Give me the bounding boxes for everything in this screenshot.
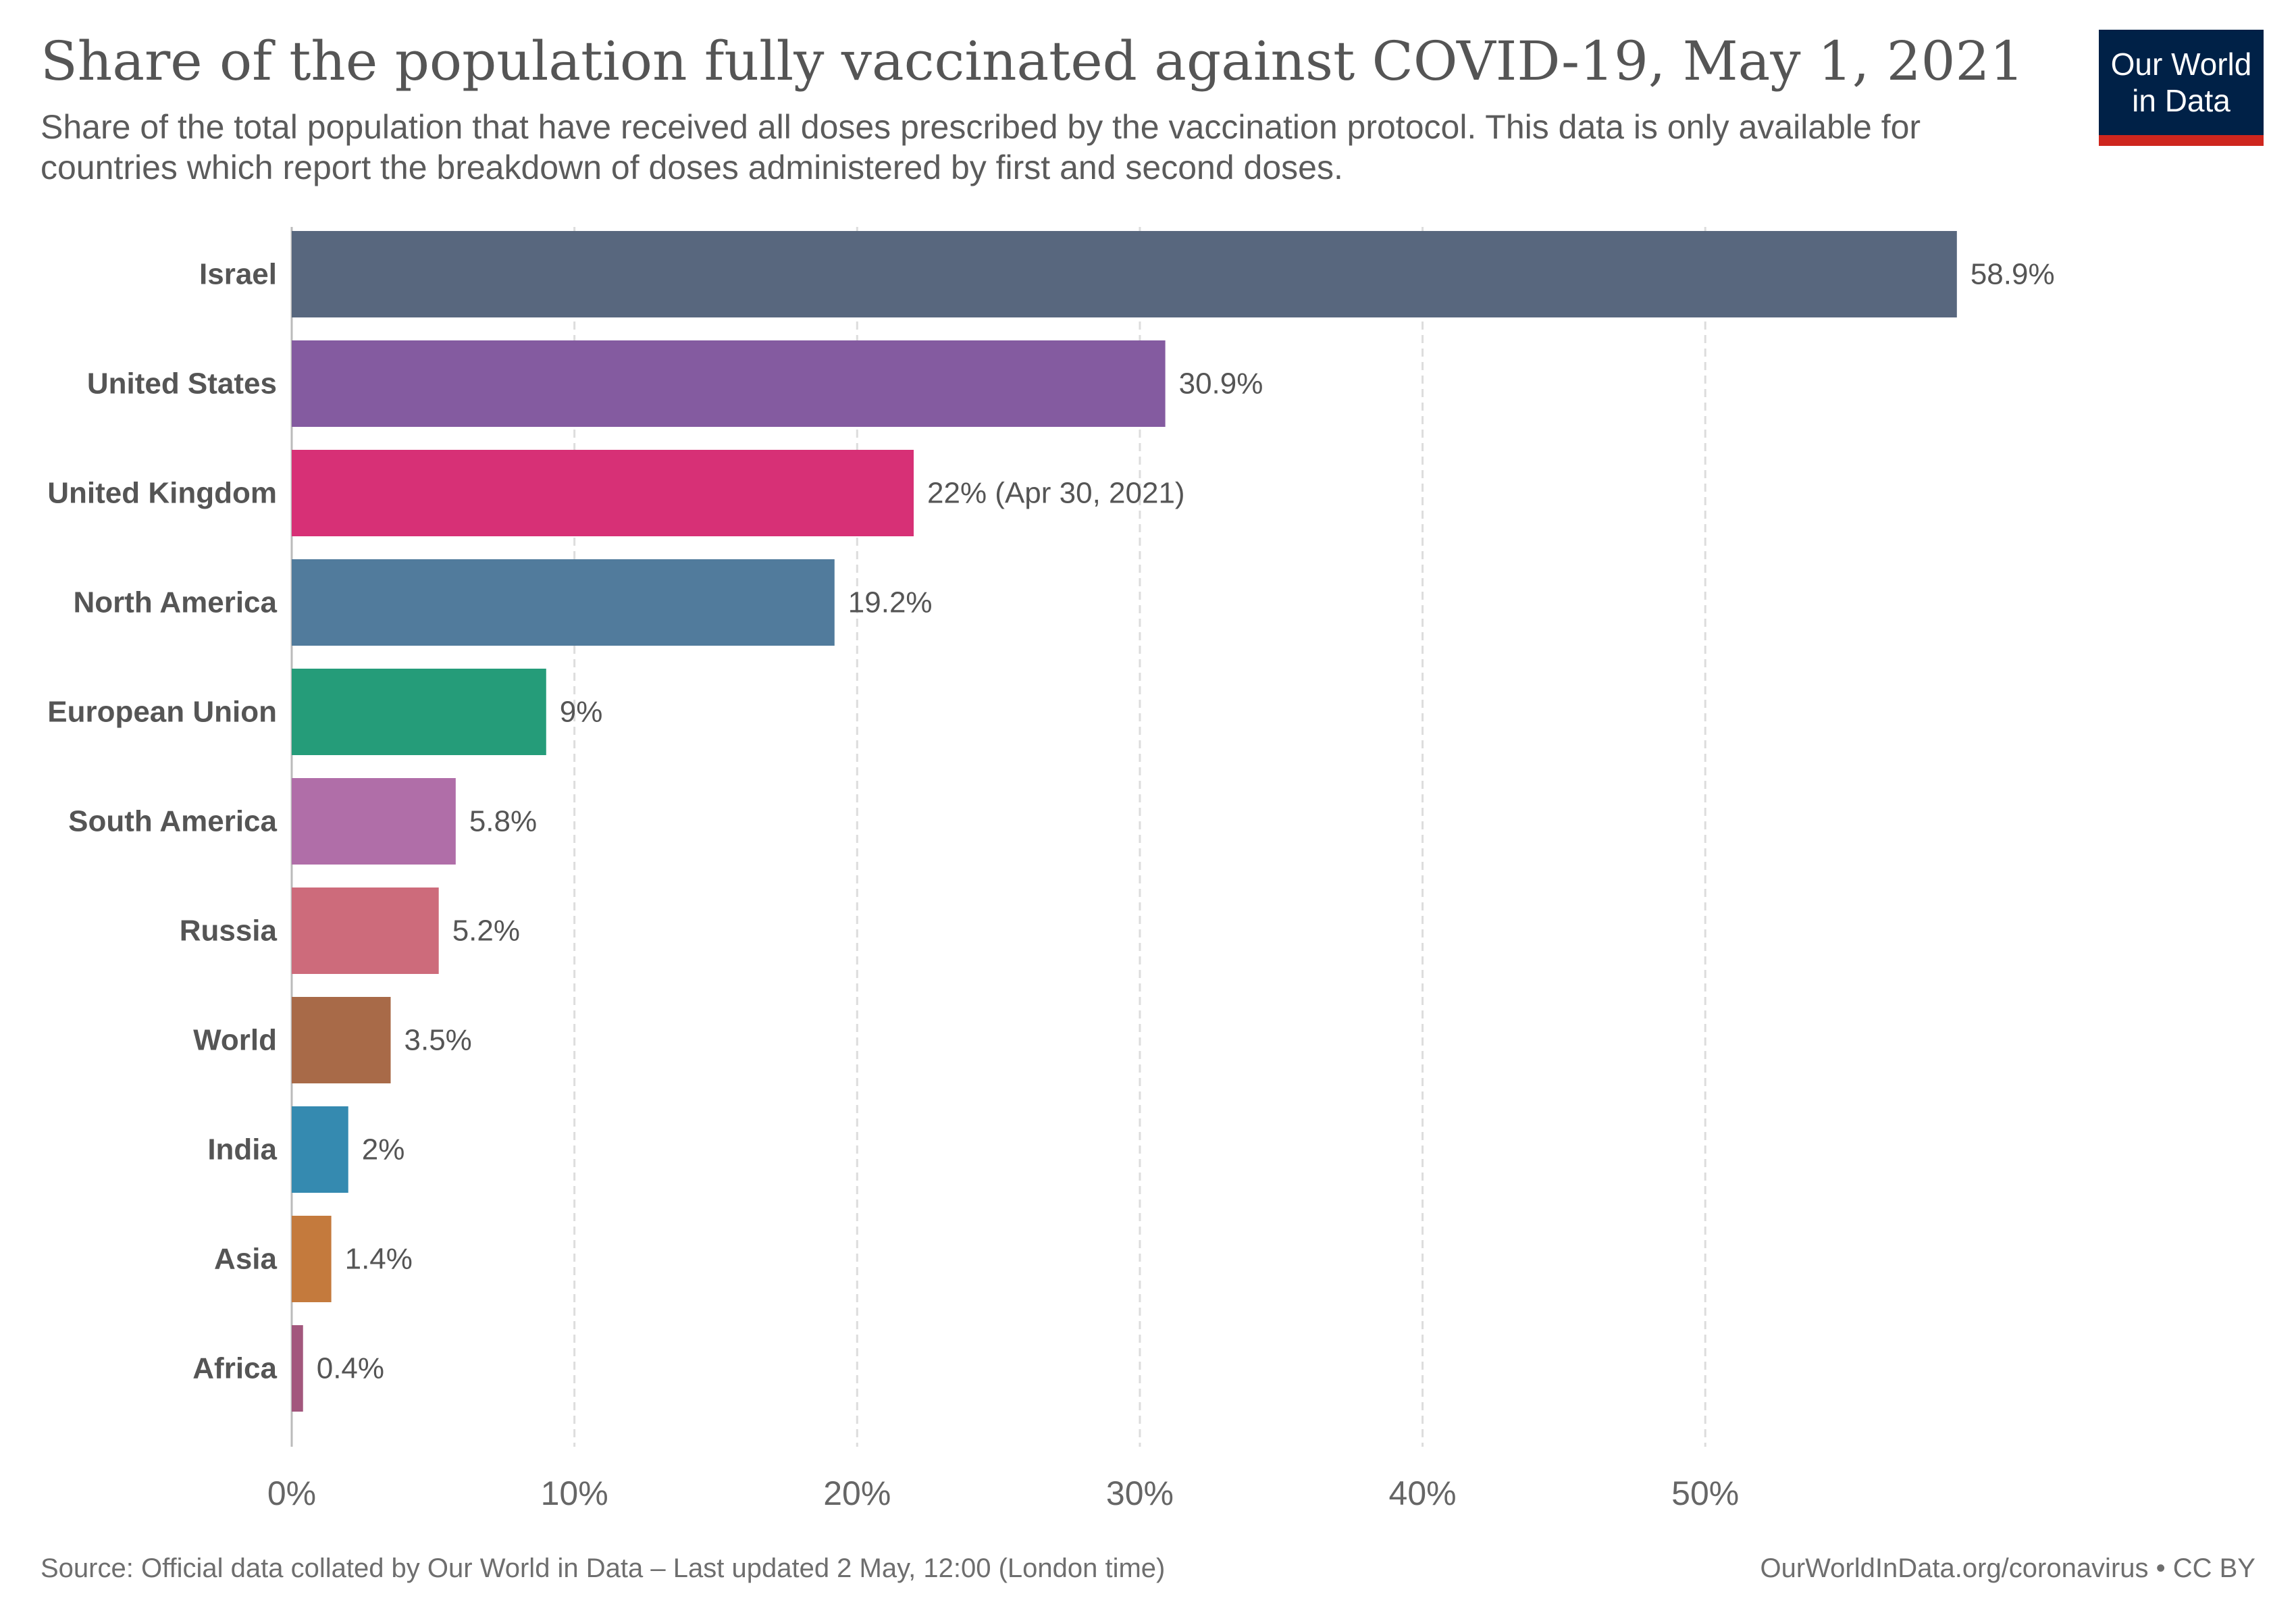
bar-asia (292, 1216, 332, 1302)
value-label-russia: 5.2% (452, 915, 520, 948)
category-label-united-kingdom: United Kingdom (47, 477, 277, 510)
logo-line-2: in Data (2132, 83, 2230, 118)
bar-india (292, 1106, 348, 1193)
value-label-united-states: 30.9% (1179, 367, 1263, 401)
category-label-israel: Israel (199, 258, 277, 291)
value-label-world: 3.5% (405, 1024, 472, 1057)
logo-line-1: Our World (2110, 47, 2252, 82)
value-label-united-kingdom: 22% (Apr 30, 2021) (927, 477, 1185, 510)
x-tick-label-40: 40% (1389, 1474, 1457, 1512)
chart-title: Share of the population fully vaccinated… (41, 30, 2025, 93)
bar-united-kingdom (292, 450, 914, 536)
x-tick-label-20: 20% (823, 1474, 891, 1512)
value-label-european-union: 9% (560, 696, 603, 729)
bar-africa (292, 1325, 303, 1412)
category-label-asia: Asia (214, 1243, 277, 1276)
owid-logo[interactable]: Our World in Data (2099, 30, 2264, 146)
bar-russia (292, 887, 439, 974)
category-label-european-union: European Union (47, 696, 277, 729)
x-tick-label-30: 30% (1106, 1474, 1174, 1512)
category-label-russia: Russia (180, 915, 278, 948)
value-label-india: 2% (362, 1133, 405, 1166)
value-label-asia: 1.4% (345, 1243, 413, 1276)
category-label-world: World (193, 1024, 277, 1057)
bar-israel (292, 231, 1957, 317)
x-tick-label-10: 10% (541, 1474, 608, 1512)
bar-united-states (292, 340, 1166, 427)
bar-north-america (292, 559, 835, 646)
value-label-north-america: 19.2% (848, 586, 933, 619)
value-label-israel: 58.9% (1971, 258, 2055, 291)
bar-south-america (292, 778, 456, 865)
source-note: Source: Official data collated by Our Wo… (41, 1553, 1166, 1583)
category-label-united-states: United States (87, 367, 277, 401)
bar-world (292, 997, 391, 1083)
category-label-south-america: South America (68, 805, 277, 838)
category-label-india: India (207, 1133, 277, 1166)
chart-subtitle: Share of the total population that have … (41, 108, 1921, 186)
category-label-north-america: North America (73, 586, 277, 619)
value-label-africa: 0.4% (317, 1352, 384, 1385)
value-label-south-america: 5.8% (469, 805, 537, 838)
credit-note[interactable]: OurWorldInData.org/coronavirus • CC BY (1760, 1553, 2255, 1583)
category-label-africa: Africa (192, 1352, 277, 1385)
bar-european-union (292, 669, 546, 755)
x-tick-label-0: 0% (267, 1474, 316, 1512)
x-tick-label-50: 50% (1671, 1474, 1739, 1512)
